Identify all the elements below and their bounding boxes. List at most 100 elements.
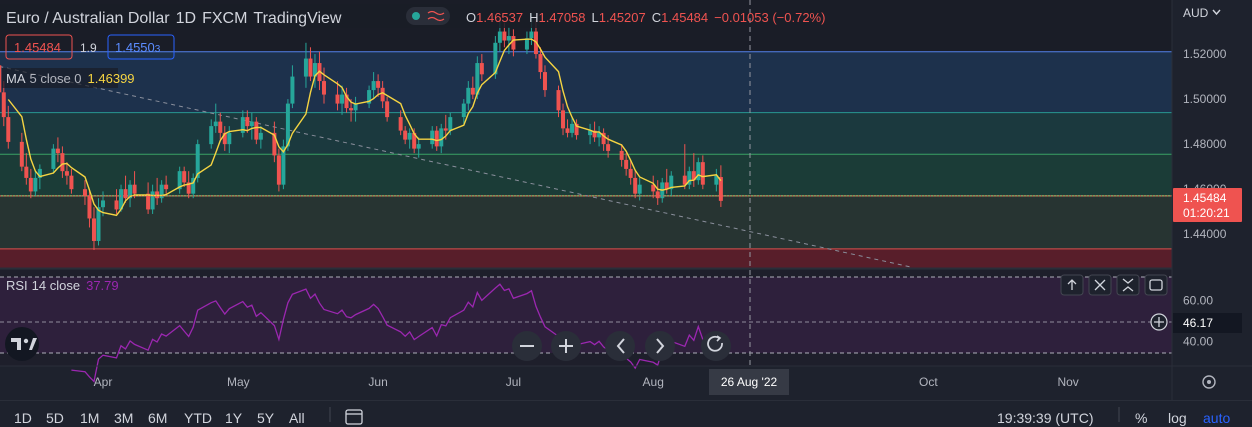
range-button[interactable]: 5D (46, 410, 64, 426)
maximize-pane-button[interactable] (1144, 274, 1168, 296)
candle (303, 42, 308, 88)
reset-bg (701, 331, 731, 361)
price-tick-label: 1.44000 (1183, 227, 1227, 241)
candle (321, 67, 326, 104)
candle (655, 180, 660, 205)
candle (0, 65, 2, 93)
price-axis[interactable]: AUD 1.520001.500001.480001.460001.44000 … (1150, 6, 1242, 349)
last-price-label-bg (1173, 188, 1242, 222)
add-indicator-button[interactable] (1150, 313, 1168, 331)
candle-body (524, 38, 529, 50)
candle-body (497, 31, 502, 43)
time-axis[interactable]: Apr May Jun Jul Aug Oct Nov 26 Aug '22 (94, 369, 1216, 395)
candle-body (60, 153, 65, 172)
candle-body (353, 103, 358, 111)
candle (55, 137, 60, 163)
gear-icon (1202, 375, 1216, 389)
chart-settings-button[interactable] (1202, 375, 1216, 389)
utc-clock[interactable]: 19:39:39 (UTC) (997, 410, 1093, 426)
range-button[interactable]: 3M (114, 410, 133, 426)
crosshair-date-label: 26 Aug '22 (709, 369, 789, 395)
candle-body (691, 171, 696, 181)
range-button[interactable]: YTD (184, 410, 212, 426)
candle-body (177, 171, 182, 190)
candle (461, 99, 466, 124)
rsi-legend[interactable]: RSI 14 close 37.79 (6, 278, 119, 293)
candle (191, 173, 196, 199)
candle (222, 126, 227, 151)
visibility-toggle[interactable] (406, 7, 450, 25)
price-zone (0, 112, 1172, 155)
rsi-tick-label: 40.00 (1183, 334, 1213, 348)
bar-countdown: 01:20:21 (1183, 206, 1230, 220)
ma-legend[interactable]: MA 5 close 0 1.46399 (2, 68, 135, 88)
remove-pane-button[interactable] (1088, 274, 1112, 296)
range-button[interactable]: 6M (148, 410, 167, 426)
sell-button[interactable]: 1.45484 (5, 34, 73, 60)
time-tick-label: Nov (1057, 375, 1078, 389)
candle (718, 165, 723, 207)
auto-scale-toggle[interactable]: auto (1203, 410, 1230, 426)
candle (308, 47, 313, 82)
ma-legend-bg (2, 68, 118, 88)
tradingview-logo[interactable] (5, 327, 39, 361)
candle (407, 128, 412, 149)
plus-circle-icon (1154, 317, 1164, 327)
calendar-icon (345, 409, 363, 425)
candle-body (119, 189, 124, 210)
candle-body (461, 103, 466, 118)
price-tick-label: 1.52000 (1183, 47, 1227, 61)
candle-body (439, 128, 444, 147)
candle-body (367, 90, 372, 104)
buy-button[interactable]: 1.45503 (107, 34, 175, 60)
candle-body (96, 207, 101, 241)
candle-body (191, 177, 196, 194)
candle-body (606, 144, 611, 151)
range-button[interactable]: 1D (14, 410, 32, 426)
range-button[interactable]: 5Y (257, 410, 275, 426)
candle (376, 74, 381, 97)
maximize-icon (1149, 279, 1163, 291)
reset-arrowhead (716, 335, 722, 342)
candle-body (412, 132, 417, 149)
range-button[interactable]: 1Y (225, 410, 243, 426)
price-zone (0, 195, 1172, 249)
date-range-button[interactable] (345, 409, 363, 425)
candle-body (434, 130, 439, 147)
range-button[interactable]: All (289, 410, 305, 426)
candle (340, 85, 345, 115)
scroll-right-button[interactable] (645, 331, 675, 361)
currency-selector[interactable]: AUD (1183, 6, 1209, 20)
symbol-title[interactable]: Euro / Australian Dollar 1D FXCM TradingVie… (6, 10, 342, 27)
percent-toggle[interactable]: % (1135, 410, 1147, 426)
time-ticks: Apr May Jun Jul Aug Oct Nov (94, 375, 1079, 389)
move-pane-up-button[interactable] (1060, 274, 1084, 296)
candle-body (227, 132, 232, 145)
candle-body (700, 162, 705, 185)
range-button[interactable]: 1M (80, 410, 99, 426)
candle-body (195, 144, 200, 178)
candle (272, 121, 277, 163)
candle-body (570, 123, 575, 133)
candle-body (398, 117, 403, 131)
reset-chart-button[interactable] (701, 331, 731, 361)
candle (24, 153, 29, 185)
candle (114, 189, 119, 214)
collapse-pane-button[interactable] (1116, 274, 1140, 296)
candle-body (1, 92, 6, 118)
candle-body (28, 177, 33, 192)
zoom-out-button[interactable] (512, 331, 542, 361)
candle (506, 27, 511, 55)
zoom-in-button[interactable] (551, 331, 581, 361)
candle (177, 166, 182, 194)
scroll-left-button[interactable] (605, 331, 635, 361)
candle (619, 144, 624, 167)
log-toggle[interactable]: log (1168, 410, 1187, 426)
rsi-ticks: 60.00 40.00 (1183, 294, 1213, 349)
candle (82, 180, 87, 205)
candle (285, 99, 290, 151)
candle-body (82, 189, 87, 196)
candle (479, 54, 484, 82)
candle (182, 166, 187, 187)
